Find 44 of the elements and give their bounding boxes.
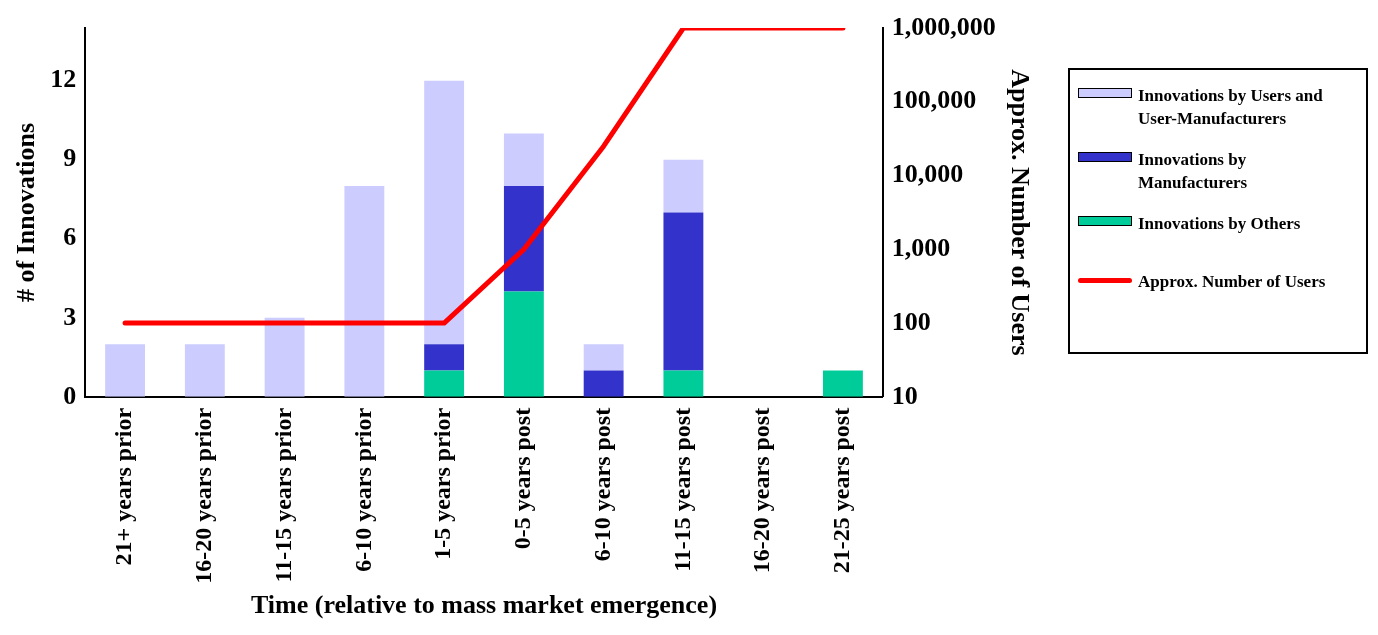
x-tick-label: 16-20 years prior xyxy=(190,407,217,584)
bar xyxy=(583,370,624,397)
legend-label: Innovations by Manufacturers xyxy=(1138,149,1249,194)
y2-tick-label: 10 xyxy=(891,380,918,410)
y-tick-label: 9 xyxy=(63,143,77,173)
legend-label: Approx. Number of Users xyxy=(1138,271,1326,293)
bar xyxy=(264,317,305,397)
y-tick-label: 12 xyxy=(50,64,77,94)
bar xyxy=(424,80,465,345)
x-tick-label: 21-25 years post xyxy=(828,407,855,574)
y-tick-label: 3 xyxy=(63,301,77,331)
x-tick-label: 11-15 years prior xyxy=(269,407,296,583)
x-tick-label: 6-10 years prior xyxy=(349,407,376,572)
bar xyxy=(822,370,863,397)
bar xyxy=(503,133,544,187)
bar xyxy=(105,344,146,397)
bar xyxy=(663,159,704,213)
y2-tick-label: 100,000 xyxy=(891,85,977,115)
bar xyxy=(184,344,225,397)
x-tick-label: 16-20 years post xyxy=(748,407,775,574)
x-axis-title: Time (relative to mass market emergence) xyxy=(250,590,718,620)
bar xyxy=(424,370,465,397)
bar xyxy=(663,212,704,371)
y2-tick-label: 10,000 xyxy=(891,159,964,189)
legend-label: Innovations by Users and User-Manufacturers xyxy=(1138,85,1324,130)
bar xyxy=(503,186,544,292)
y-tick-label: 0 xyxy=(63,380,77,410)
bar xyxy=(344,186,385,397)
x-tick-label: 1-5 years prior xyxy=(429,407,456,560)
bar xyxy=(424,344,465,371)
bar xyxy=(583,344,624,371)
x-tick-label: 0-5 years post xyxy=(509,407,536,550)
legend-label: Innovations by Others xyxy=(1138,213,1301,235)
y2-axis-title: Approx. Number of Users xyxy=(1005,69,1035,356)
y2-tick-label: 1,000,000 xyxy=(891,11,996,41)
y2-tick-label: 1,000 xyxy=(891,233,951,263)
y2-tick-label: 100 xyxy=(891,306,931,336)
bar xyxy=(503,291,544,397)
x-tick-label: 11-15 years post xyxy=(668,407,695,572)
x-tick-label: 21+ years prior xyxy=(110,407,137,566)
x-tick-label: 6-10 years post xyxy=(588,407,615,562)
bar xyxy=(663,370,704,397)
y-axis-title: # of Innovations xyxy=(11,122,41,302)
y-tick-label: 6 xyxy=(63,222,77,252)
